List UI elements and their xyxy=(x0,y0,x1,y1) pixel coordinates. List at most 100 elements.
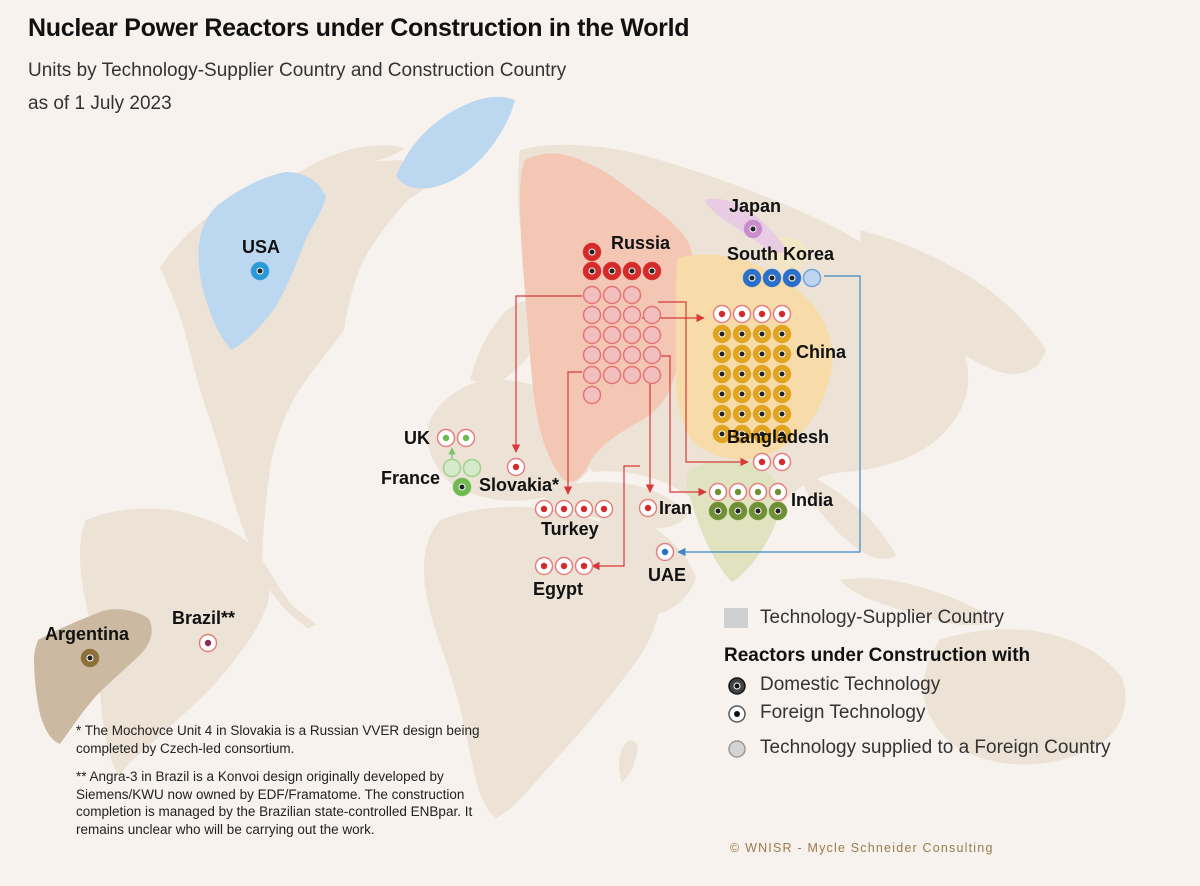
label-iran: Iran xyxy=(659,498,693,518)
legend-foreign-marker-center xyxy=(734,711,740,717)
egypt-foreign-dot-3-center xyxy=(580,562,588,570)
china-domestic-dot-20-center xyxy=(778,410,786,418)
india-domestic-dot-1-center xyxy=(714,507,722,515)
russia-supplied-dot-19 xyxy=(642,365,662,385)
uk-foreign-dot-2-center xyxy=(462,434,470,442)
india-domestic-dot-4-center xyxy=(774,507,782,515)
turkey-foreign-dot-3-center xyxy=(580,505,588,513)
subtitle: Units by Technology-Supplier Country and… xyxy=(28,60,567,81)
legend-markers xyxy=(724,608,748,758)
argentina-domestic-dot-1-center xyxy=(86,654,94,662)
south_korea-domestic-dot-2-center xyxy=(768,274,776,282)
legend-supplied-label: Technology supplied to a Foreign Country xyxy=(760,737,1111,758)
china-foreign-dot-2-center xyxy=(738,310,746,318)
iran-foreign-dot-1-center xyxy=(644,504,652,512)
label-uk: UK xyxy=(404,428,430,448)
russia-supplied-dot-1 xyxy=(582,285,602,305)
china-domestic-dot-14-center xyxy=(738,390,746,398)
china-domestic-dot-24-center xyxy=(778,430,786,438)
russia-supplied-dot-17 xyxy=(602,365,622,385)
bangladesh-foreign-dot-2-center xyxy=(778,458,786,466)
china-domestic-dot-19-center xyxy=(758,410,766,418)
label-slovakia: Slovakia* xyxy=(479,475,560,495)
turkey-foreign-dot-1-center xyxy=(540,505,548,513)
label-russia: Russia xyxy=(611,233,671,253)
land-se-asia xyxy=(800,470,896,559)
uk-foreign-dot-1-center xyxy=(442,434,450,442)
russia-supplied-dot-6 xyxy=(622,305,642,325)
legend-domestic-label: Domestic Technology xyxy=(760,674,941,695)
india-foreign-dot-1-center xyxy=(714,488,722,496)
arrow-russia-to-turkey xyxy=(563,371,582,495)
legend-title: Reactors under Construction with xyxy=(724,645,1031,666)
china-domestic-dot-15-center xyxy=(758,390,766,398)
russia-domestic-dot-2-center xyxy=(588,267,596,275)
legend-supplier-label: Technology-Supplier Country xyxy=(760,607,1004,628)
india-domestic-dot-2-center xyxy=(734,507,742,515)
russia-domestic-dot-3-center xyxy=(608,267,616,275)
land-scandinavia xyxy=(470,300,542,386)
russia-supplied-dot-14 xyxy=(622,345,642,365)
south_korea-domestic-dot-3-center xyxy=(788,274,796,282)
china-foreign-dot-1-center xyxy=(718,310,726,318)
legend-supplied-marker xyxy=(728,740,746,758)
land-south-america xyxy=(80,508,270,776)
copyright: © WNISR - Mycle Schneider Consulting xyxy=(730,841,994,855)
russia-supplied-dot-16 xyxy=(582,365,602,385)
russia-supplied-dot-3 xyxy=(622,285,642,305)
russia-supplied-dot-7 xyxy=(642,305,662,325)
india-foreign-dot-3-center xyxy=(754,488,762,496)
china-domestic-dot-21-center xyxy=(718,430,726,438)
egypt-foreign-dot-1-center xyxy=(540,562,548,570)
egypt-foreign-dot-2-center xyxy=(560,562,568,570)
china-domestic-dot-22-center xyxy=(738,430,746,438)
label-india: India xyxy=(791,490,834,510)
turkey-foreign-dot-2-center xyxy=(560,505,568,513)
china-domestic-dot-5-center xyxy=(718,350,726,358)
footnote-brazil: ** Angra-3 in Brazil is a Konvoi design … xyxy=(76,769,473,837)
label-south-korea: South Korea xyxy=(727,244,835,264)
land-indonesia xyxy=(840,578,996,626)
china-domestic-dot-10-center xyxy=(738,370,746,378)
india-foreign-dot-4-center xyxy=(774,488,782,496)
china-domestic-dot-9-center xyxy=(718,370,726,378)
russia-supplied-dot-10 xyxy=(622,325,642,345)
arrow-russia-to-egypt xyxy=(591,465,640,571)
russia-supplied-dot-2 xyxy=(602,285,622,305)
label-turkey: Turkey xyxy=(541,519,599,539)
brazil-foreign-dot-1-center xyxy=(204,639,212,647)
page-title: Nuclear Power Reactors under Constructio… xyxy=(28,14,690,42)
china-domestic-dot-12-center xyxy=(778,370,786,378)
china-domestic-dot-4-center xyxy=(778,330,786,338)
land-alaska-canada-north xyxy=(300,145,405,172)
label-egypt: Egypt xyxy=(533,579,584,599)
label-usa: USA xyxy=(242,237,281,257)
china-domestic-dot-13-center xyxy=(718,390,726,398)
china-domestic-dot-18-center xyxy=(738,410,746,418)
china-domestic-dot-3-center xyxy=(758,330,766,338)
land-madagascar xyxy=(619,740,638,782)
arrow-russia-to-slovakia xyxy=(511,295,582,453)
label-bangladesh: Bangladesh xyxy=(727,427,830,447)
russia-supplied-dot-12 xyxy=(582,345,602,365)
south_korea-domestic-dot-1-center xyxy=(748,274,756,282)
label-uae: UAE xyxy=(648,565,687,585)
arrow-korea-to-uae xyxy=(677,275,861,557)
land-argentina xyxy=(34,609,152,744)
china-foreign-dot-3-center xyxy=(758,310,766,318)
uae-foreign-dot-1-center xyxy=(661,548,669,556)
china-domestic-dot-7-center xyxy=(758,350,766,358)
land-far-east xyxy=(860,230,1046,374)
label-france: France xyxy=(381,468,441,488)
france-supplied-dot-1 xyxy=(442,458,462,478)
reactor-dots xyxy=(80,219,822,668)
arrow-russia-to-india xyxy=(658,355,707,497)
russia-supplied-dot-4 xyxy=(582,305,602,325)
legend-foreign-label: Foreign Technology xyxy=(760,702,926,723)
china-domestic-dot-6-center xyxy=(738,350,746,358)
label-brazil: Brazil** xyxy=(172,608,236,628)
usa-domestic-dot-1-center xyxy=(256,267,264,275)
land-greenland xyxy=(396,96,515,189)
land-usa xyxy=(198,172,326,350)
china-domestic-dot-17-center xyxy=(718,410,726,418)
